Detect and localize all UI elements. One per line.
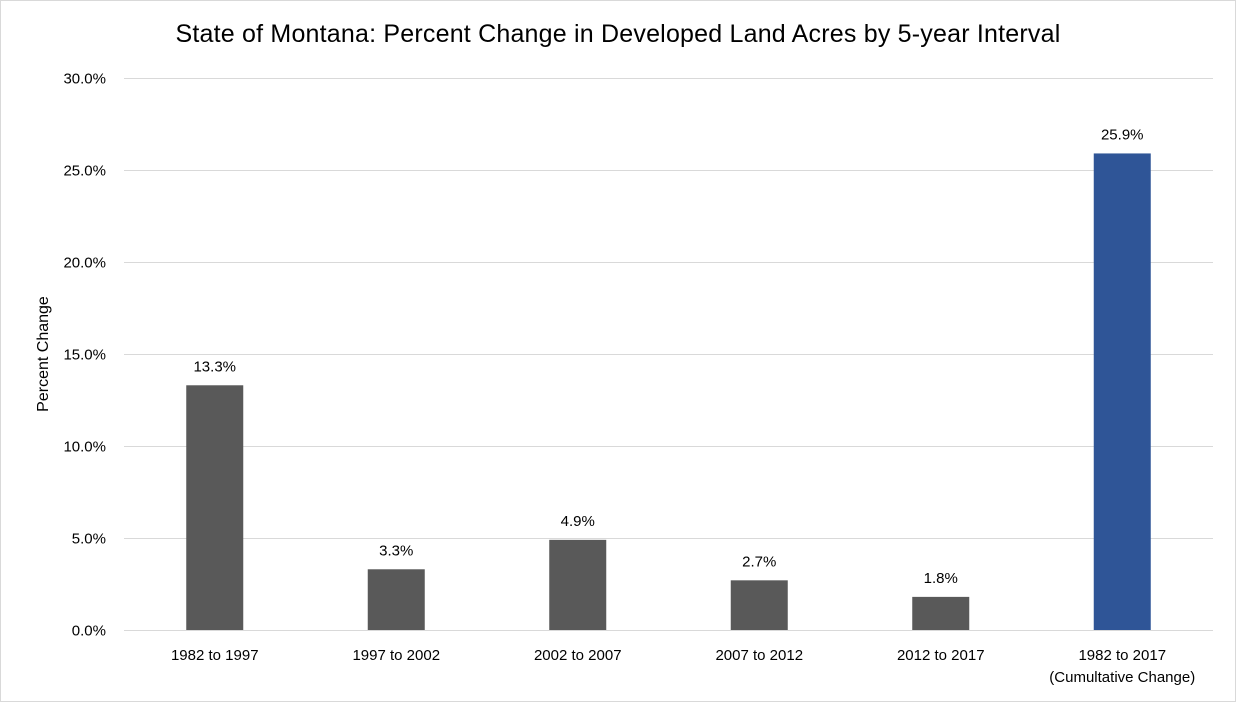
x-tick-label: 2002 to 2007 — [534, 647, 622, 664]
gridlines — [124, 78, 1213, 631]
x-axis-tick-labels: 1982 to 1997 1997 to 2002 2002 to 2007 2007… — [171, 647, 1195, 686]
bar — [912, 596, 970, 630]
bar — [186, 385, 244, 630]
x-tick-label-line: 2002 to 2007 — [534, 647, 622, 664]
data-label: 1.8% — [924, 570, 958, 587]
bar — [549, 539, 607, 630]
y-axis-title: Percent Change — [35, 296, 52, 412]
data-label: 3.3% — [379, 542, 413, 559]
y-axis-tick-labels: 0.0% 5.0% 10.0% 15.0% 20.0% 25.0% 30.0% — [63, 71, 106, 640]
x-tick-label-line: 1982 to 1997 — [171, 647, 259, 664]
x-tick-label: 1982 to 1997 — [171, 647, 259, 664]
chart-title: State of Montana: Percent Change in Deve… — [175, 20, 1061, 48]
y-tick-label: 5.0% — [72, 531, 106, 548]
data-labels: 13.3% 3.3% 4.9% 2.7% 1.8% 25.9% — [193, 126, 1143, 586]
y-tick-label: 30.0% — [63, 71, 106, 88]
bars — [186, 153, 1151, 630]
y-tick-label: 20.0% — [63, 255, 106, 272]
data-label: 4.9% — [561, 513, 595, 530]
x-tick-label: 2007 to 2012 — [715, 647, 803, 664]
data-label: 2.7% — [742, 553, 776, 570]
data-label: 13.3% — [193, 358, 236, 375]
x-tick-label-line: 2007 to 2012 — [715, 647, 803, 664]
x-tick-label-line: (Cumultative Change) — [1049, 669, 1195, 686]
x-tick-label: 2012 to 2017 — [897, 647, 985, 664]
data-label: 25.9% — [1101, 126, 1144, 143]
x-tick-label-line: 1997 to 2002 — [352, 647, 440, 664]
y-tick-label: 0.0% — [72, 623, 106, 640]
x-tick-label-line: 1982 to 2017 — [1078, 647, 1166, 664]
y-tick-label: 15.0% — [63, 347, 106, 364]
x-tick-label-line: 2012 to 2017 — [897, 647, 985, 664]
y-tick-label: 25.0% — [63, 163, 106, 180]
bar — [730, 580, 788, 630]
x-tick-label: 1982 to 2017 (Cumultative Change) — [1049, 647, 1195, 686]
bar — [367, 569, 425, 630]
bar — [1093, 153, 1151, 630]
x-tick-label: 1997 to 2002 — [352, 647, 440, 664]
y-tick-label: 10.0% — [63, 439, 106, 456]
